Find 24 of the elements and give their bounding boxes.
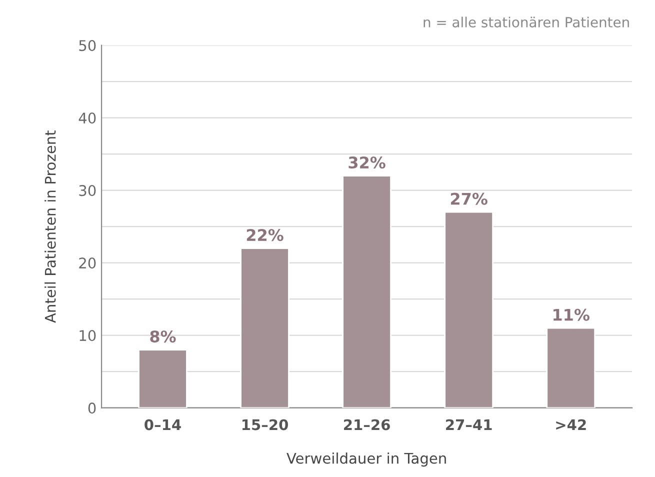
y-tick-label: 0 [88, 402, 96, 414]
y-tick-label: 50 [79, 40, 96, 52]
bar [546, 327, 596, 408]
data-label: 22% [246, 228, 284, 242]
x-tick-label: >42 [556, 419, 586, 430]
bar [444, 211, 494, 408]
data-label: 32% [348, 156, 386, 169]
bar [342, 175, 392, 408]
bar [138, 349, 188, 408]
y-tick-label: 40 [78, 112, 96, 124]
x-tick-label: 0–14 [144, 419, 181, 430]
y-tick-label: 10 [80, 330, 96, 342]
x-tick-label: 15–20 [242, 419, 288, 430]
y-tick-label: 20 [79, 258, 96, 269]
data-label: 11% [554, 308, 590, 321]
data-label: 8% [150, 330, 176, 343]
x-tick-label: 21–26 [344, 419, 390, 430]
x-tick-label: 27–41 [446, 419, 492, 430]
x-axis-title: Verweildauer in Tagen [286, 452, 446, 467]
text: n = alle stationären Patienten [424, 16, 629, 28]
data-label: 27% [450, 192, 488, 205]
y-tick-label: 30 [79, 185, 96, 196]
bar [240, 248, 290, 408]
y-axis-title: Anteil Patienten in Prozent [44, 130, 56, 323]
